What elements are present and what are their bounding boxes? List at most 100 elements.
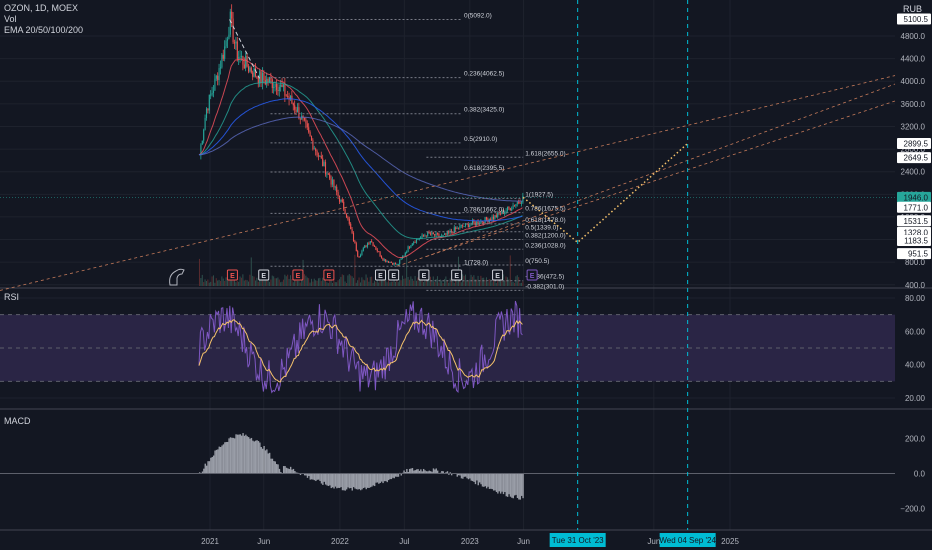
channel-line: [426, 83, 896, 257]
macd-histogram-bar: [347, 473, 349, 488]
time-axis-tick: 2025: [721, 537, 739, 546]
candle-body: [252, 72, 254, 77]
symbol-title[interactable]: OZON, 1D, MOEX: [4, 3, 79, 13]
price-tag[interactable]: [897, 137, 931, 149]
volume-bar: [508, 279, 510, 286]
price-tag-label[interactable]: 1328.0: [904, 228, 929, 237]
macd-histogram-bar: [243, 435, 246, 474]
macd-histogram-bar: [224, 442, 226, 474]
rsi-title[interactable]: RSI: [4, 292, 20, 302]
candle-body: [232, 18, 234, 43]
volume-bar: [301, 279, 303, 286]
price-tag-label[interactable]: 5100.5: [904, 15, 929, 24]
candle-body: [218, 68, 220, 81]
volume-bar: [399, 279, 401, 286]
volume-bar: [439, 279, 441, 286]
macd-histogram-bar: [295, 472, 297, 474]
candle-body: [338, 195, 341, 202]
price-tag[interactable]: [897, 248, 931, 260]
macd-histogram-bar: [323, 473, 325, 482]
volume-bar: [484, 279, 486, 286]
date-marker-tag[interactable]: [549, 533, 606, 547]
macd-histogram-bar: [390, 473, 393, 480]
date-marker-label[interactable]: Tue 31 Oct '23: [552, 536, 604, 545]
earnings-marker: [418, 269, 430, 281]
price-tag[interactable]: [897, 13, 931, 25]
volume-bar: [236, 281, 238, 286]
volume-bar: [432, 276, 434, 286]
price-tag-label[interactable]: 2649.5: [904, 154, 929, 163]
macd-histogram-bar: [424, 470, 426, 474]
macd-histogram-bar: [474, 473, 477, 485]
price-tag-label[interactable]: 1771.0: [904, 203, 929, 212]
price-tag-label[interactable]: 1946.0: [904, 193, 929, 202]
candle-body: [441, 235, 443, 237]
candle-body: [371, 241, 373, 243]
macd-histogram-bar: [501, 473, 503, 492]
macd-histogram-bar: [359, 473, 362, 491]
volume-bar: [364, 280, 366, 286]
macd-histogram-bar: [366, 473, 369, 488]
macd-histogram-bar: [341, 473, 344, 491]
macd-histogram-bar: [233, 438, 236, 474]
ema-legend[interactable]: EMA 20/50/100/200: [4, 25, 84, 35]
price-tag-label[interactable]: 951.5: [908, 250, 929, 259]
candle-body: [372, 242, 374, 247]
candle-body: [288, 96, 290, 100]
macd-pane[interactable]: [0, 433, 895, 500]
macd-histogram-bar: [324, 473, 327, 485]
price-tag[interactable]: [897, 191, 931, 203]
macd-histogram-bar: [320, 473, 323, 484]
volume-bar: [345, 282, 347, 286]
volume-bar: [499, 280, 501, 286]
volume-bar: [317, 278, 319, 286]
macd-histogram-bar: [257, 441, 260, 474]
volume-bar: [329, 278, 331, 286]
macd-histogram-bar: [382, 473, 384, 484]
macd-histogram-bar: [205, 465, 208, 474]
candle-body: [470, 224, 472, 226]
volume-bar: [331, 282, 333, 286]
volume-bar: [338, 279, 340, 286]
candle-body: [417, 239, 419, 240]
price-tag-label[interactable]: 1183.5: [904, 236, 928, 245]
macd-histogram-bar: [338, 473, 341, 488]
volume-bar: [383, 278, 385, 286]
macd-histogram-bar: [252, 440, 254, 474]
candle-body: [224, 46, 226, 59]
candle-body: [455, 227, 457, 229]
earnings-marker-label: E: [530, 273, 535, 280]
macd-title[interactable]: MACD: [4, 416, 31, 426]
volume-bar: [380, 278, 382, 286]
candle-body: [385, 259, 387, 262]
price-tag-label[interactable]: 2899.5: [904, 139, 929, 148]
volume-bar: [372, 282, 374, 286]
macd-histogram-bar: [263, 445, 265, 474]
candle-body: [344, 209, 346, 214]
macd-histogram-bar: [445, 472, 447, 474]
rsi-pane[interactable]: [0, 300, 895, 394]
candle-body: [427, 231, 429, 237]
macd-histogram-bar: [504, 473, 506, 493]
date-marker-tag[interactable]: [659, 533, 716, 547]
macd-histogram-bar: [317, 473, 320, 480]
candle-body: [327, 173, 329, 175]
price-tag[interactable]: [897, 201, 931, 213]
price-axis[interactable]: 400.0800.01200.01600.02000.02400.02800.0…: [201, 13, 931, 547]
price-tag[interactable]: [897, 234, 931, 246]
earnings-marker: [492, 269, 504, 281]
macd-axis-tick: 200.0: [905, 435, 926, 444]
price-tag[interactable]: [897, 215, 931, 227]
candle-body: [331, 179, 334, 185]
volume-bar: [476, 279, 478, 286]
candle-body: [442, 235, 444, 236]
candle-body: [399, 259, 401, 265]
price-tag[interactable]: [897, 152, 931, 164]
date-marker-label[interactable]: Wed 04 Sep '24: [659, 536, 716, 545]
volume-legend[interactable]: Vol: [4, 14, 17, 24]
volume-bar: [214, 282, 216, 286]
price-pane[interactable]: [198, 4, 524, 286]
macd-histogram-bar: [289, 466, 292, 474]
price-tag-label[interactable]: 1531.5: [904, 217, 929, 226]
